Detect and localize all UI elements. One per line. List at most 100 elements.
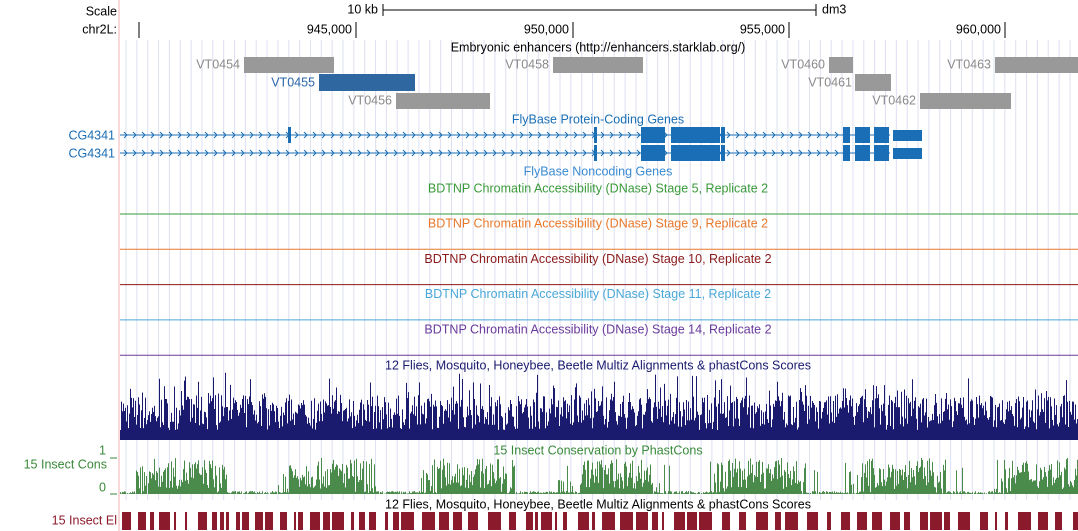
chevron	[267, 131, 272, 139]
element	[904, 512, 910, 530]
chevron	[393, 149, 398, 157]
enhancer	[553, 57, 643, 73]
chevron	[546, 149, 551, 157]
element	[920, 512, 928, 530]
chevron	[150, 149, 155, 157]
element	[468, 512, 478, 530]
chevron	[312, 131, 317, 139]
chevron	[276, 149, 281, 157]
chevron	[753, 149, 758, 157]
chevron	[573, 131, 578, 139]
element	[310, 512, 320, 530]
element	[739, 512, 746, 530]
element	[890, 512, 900, 530]
chevron	[483, 131, 488, 139]
chevron	[420, 149, 425, 157]
chevron	[312, 149, 317, 157]
element	[602, 512, 615, 530]
chevron	[411, 131, 416, 139]
track-title: 12 Flies, Mosquito, Honeybee, Beetle Mul…	[385, 358, 811, 372]
track-title: FlyBase Protein-Coding Genes	[512, 112, 684, 126]
chevron	[474, 149, 479, 157]
chevron	[240, 149, 245, 157]
element	[980, 512, 988, 530]
chevron	[735, 131, 740, 139]
element	[578, 512, 589, 530]
chevron	[339, 149, 344, 157]
enhancer	[829, 57, 853, 73]
chevron	[240, 131, 245, 139]
elements	[122, 512, 1078, 530]
track-title: FlyBase Noncoding Genes	[524, 164, 673, 178]
element	[872, 512, 882, 530]
chevron	[744, 149, 749, 157]
chevron	[483, 149, 488, 157]
element	[393, 512, 399, 530]
element	[198, 512, 207, 530]
chevron	[285, 149, 290, 157]
chevron	[609, 149, 614, 157]
chevron	[510, 131, 515, 139]
track-title: BDTNP Chromatin Accessibility (DNase) St…	[424, 322, 771, 336]
chevron	[546, 131, 551, 139]
element	[995, 512, 997, 530]
axis-label: 0	[99, 480, 106, 494]
enhancer-label: VT0463	[947, 57, 991, 71]
chevron	[447, 149, 452, 157]
element	[332, 512, 344, 530]
exon	[641, 127, 665, 143]
element	[535, 512, 538, 530]
chevron	[393, 131, 398, 139]
element	[359, 512, 365, 530]
enhancer	[319, 74, 415, 91]
cons-histogram	[120, 458, 1078, 494]
chevron	[744, 131, 749, 139]
element	[1018, 512, 1031, 530]
chevron	[330, 131, 335, 139]
chevron	[726, 131, 731, 139]
chevron	[537, 149, 542, 157]
enhancer	[855, 74, 891, 91]
element	[385, 512, 388, 530]
chevron	[222, 131, 227, 139]
element	[174, 512, 176, 530]
element	[592, 512, 595, 530]
chevron	[528, 149, 533, 157]
element	[687, 512, 697, 530]
element	[662, 512, 664, 530]
chevron	[474, 131, 479, 139]
element	[255, 512, 263, 530]
chevron	[195, 149, 200, 157]
element	[807, 512, 818, 530]
chevron	[213, 131, 218, 139]
chevron	[258, 149, 263, 157]
element	[220, 512, 224, 530]
exon	[671, 127, 720, 143]
chevron	[249, 149, 254, 157]
chevron	[141, 131, 146, 139]
chevron	[438, 131, 443, 139]
chevron	[636, 131, 641, 139]
chevron	[402, 149, 407, 157]
track-title: 15 Insect Conservation by PhastCons	[493, 443, 702, 457]
chevron	[780, 149, 785, 157]
element	[930, 512, 942, 530]
chevron	[231, 149, 236, 157]
exon	[855, 145, 870, 161]
chevron	[231, 131, 236, 139]
element	[541, 512, 552, 530]
chevron	[168, 149, 173, 157]
chevron	[627, 131, 632, 139]
position: 955,000	[740, 22, 785, 36]
exon	[721, 145, 725, 161]
chevron	[834, 149, 839, 157]
chevron	[366, 149, 371, 157]
element	[785, 512, 798, 530]
exon	[855, 127, 870, 143]
enhancer-label: VT0462	[872, 93, 916, 107]
element	[351, 512, 354, 530]
enhancer-label: VT0454	[196, 57, 240, 71]
element	[958, 512, 970, 530]
exon	[893, 130, 922, 141]
chevron	[321, 131, 326, 139]
